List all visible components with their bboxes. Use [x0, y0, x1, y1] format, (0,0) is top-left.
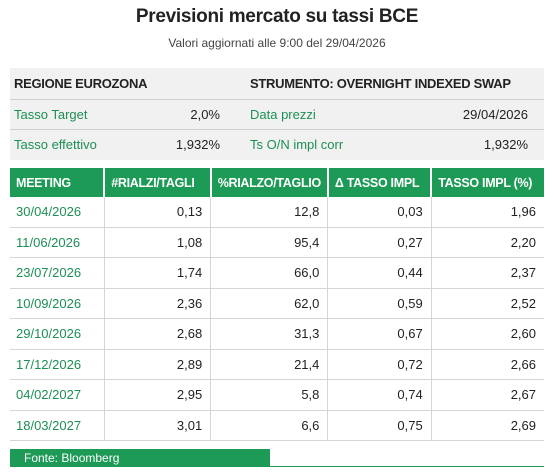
info-value: 2,0% [190, 107, 220, 122]
info-value: 1,932% [175, 137, 220, 152]
table-cell: 2,67 [431, 379, 544, 411]
table-row: 04/02/2027 2,95 5,8 0,74 2,67 [10, 379, 544, 411]
source: Fonte: Bloomberg [10, 449, 270, 467]
table-cell: 62,0 [210, 288, 329, 319]
table-cell: 2,66 [431, 349, 544, 380]
forecast-table: MEETING #RIALZI/TAGLI %RIALZO/TAGLIO Δ TASS… [10, 168, 544, 441]
table-cell: 0,13 [104, 197, 212, 228]
info-label: Tasso Target [14, 107, 88, 122]
meeting-date: 23/07/2026 [10, 257, 105, 289]
table-cell: 2,36 [104, 288, 212, 319]
table-cell: 0,74 [327, 379, 432, 411]
column-header: TASSO IMPL (%) [431, 168, 544, 197]
column-header: %RIALZO/TAGLIO [210, 168, 329, 197]
column-header: Δ TASSO IMPL [327, 168, 433, 197]
table-row: 10/09/2026 2,36 62,0 0,59 2,52 [10, 288, 544, 319]
info-title: STRUMENTO: OVERNIGHT INDEXED SWAP [250, 76, 511, 91]
table-cell: 1,08 [104, 227, 212, 258]
column-header: MEETING [10, 168, 106, 197]
table-cell: 5,8 [210, 379, 329, 411]
table-cell: 0,27 [327, 227, 432, 258]
footer-line [270, 466, 544, 467]
table-cell: 2,95 [104, 379, 212, 411]
title: Previsioni mercato su tassi BCE [135, 6, 419, 27]
table-cell: 66,0 [210, 257, 329, 289]
column-header: #RIALZI/TAGLI [104, 168, 212, 197]
table-cell: 2,89 [104, 349, 212, 380]
table-row: 11/06/2026 1,08 95,4 0,27 2,20 [10, 227, 544, 258]
table-cell: 2,69 [431, 410, 544, 441]
table-cell: 6,6 [210, 410, 329, 441]
table-row: 18/03/2027 3,01 6,6 0,75 2,69 [10, 410, 544, 441]
table-cell: 2,60 [431, 318, 544, 350]
table-cell: 95,4 [210, 227, 329, 258]
table-cell: 0,67 [327, 318, 432, 350]
meeting-date: 04/02/2027 [10, 379, 105, 411]
meeting-date: 30/04/2026 [10, 197, 105, 228]
table-cell: 1,74 [104, 257, 212, 289]
table-cell: 0,44 [327, 257, 432, 289]
separator [10, 129, 544, 130]
separator [10, 99, 544, 100]
table-cell: 12,8 [210, 197, 329, 228]
header-row: MEETING #RIALZI/TAGLI %RIALZO/TAGLIO Δ TASS… [10, 168, 544, 197]
table-cell: 21,4 [210, 349, 329, 380]
info-label: Tasso effettivo [14, 137, 97, 152]
table-row: 30/04/2026 0,13 12,8 0,03 1,96 [10, 197, 544, 228]
table-cell: 0,59 [327, 288, 432, 319]
info-value: 29/04/2026 [462, 107, 528, 122]
table-cell: 0,75 [327, 410, 432, 441]
info-title: REGIONE EUROZONA [14, 76, 148, 91]
table-cell: 31,3 [210, 318, 329, 350]
meeting-date: 11/06/2026 [10, 227, 105, 258]
info-panel: REGIONE EUROZONA STRUMENTO: OVERNIGHT IN… [10, 68, 544, 160]
meeting-date: 18/03/2027 [10, 410, 105, 441]
table-cell: 2,68 [104, 318, 212, 350]
subtitle: Valori aggiornati alle 9:00 del 29/04/20… [168, 36, 386, 50]
meeting-date: 17/12/2026 [10, 349, 105, 380]
table-body: 30/04/2026 0,13 12,8 0,03 1,96 11/06/2026 1,08… [10, 197, 544, 441]
info-label: Data prezzi [250, 107, 316, 122]
table-cell: 0,72 [327, 349, 432, 380]
info-value: 1,932% [483, 137, 528, 152]
table-cell: 2,52 [431, 288, 544, 319]
table-cell: 3,01 [104, 410, 212, 441]
table-row: 23/07/2026 1,74 66,0 0,44 2,37 [10, 257, 544, 289]
info-label: Ts O/N impl corr [250, 137, 344, 152]
table-cell: 2,20 [431, 227, 544, 258]
table-cell: 2,37 [431, 257, 544, 289]
table-cell: 0,03 [327, 197, 432, 228]
table-cell: 1,96 [431, 197, 544, 228]
table-row: 29/10/2026 2,68 31,3 0,67 2,60 [10, 318, 544, 350]
meeting-date: 29/10/2026 [10, 318, 105, 350]
table-row: 17/12/2026 2,89 21,4 0,72 2,66 [10, 349, 544, 380]
meeting-date: 10/09/2026 [10, 288, 105, 319]
